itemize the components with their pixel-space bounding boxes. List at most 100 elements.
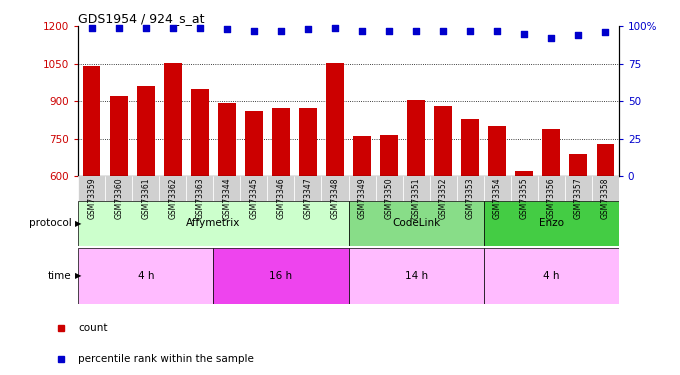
- Text: GSM73361: GSM73361: [141, 177, 150, 219]
- Text: CodeLink: CodeLink: [392, 218, 440, 228]
- Point: [222, 26, 233, 32]
- Text: 4 h: 4 h: [543, 271, 560, 280]
- Text: GSM73357: GSM73357: [574, 177, 583, 219]
- Point: [194, 25, 205, 31]
- Text: count: count: [78, 323, 107, 333]
- Bar: [218, 102, 236, 176]
- Text: 16 h: 16 h: [269, 271, 292, 280]
- Bar: [294, 176, 322, 201]
- Bar: [457, 176, 483, 201]
- Bar: [483, 248, 619, 304]
- Text: protocol: protocol: [29, 218, 71, 228]
- Text: GSM73352: GSM73352: [439, 177, 447, 219]
- Text: GSM73350: GSM73350: [385, 177, 394, 219]
- Point: [573, 32, 583, 38]
- Point: [114, 25, 124, 31]
- Point: [492, 28, 503, 34]
- Bar: [137, 86, 154, 176]
- Text: GDS1954 / 924_s_at: GDS1954 / 924_s_at: [78, 12, 205, 25]
- Bar: [159, 176, 186, 201]
- Point: [438, 28, 449, 34]
- Bar: [592, 176, 619, 201]
- Point: [275, 28, 286, 34]
- Bar: [322, 176, 348, 201]
- Text: GSM73349: GSM73349: [358, 177, 367, 219]
- Bar: [214, 176, 241, 201]
- Bar: [132, 176, 159, 201]
- Point: [330, 25, 341, 31]
- Text: ▶: ▶: [75, 219, 82, 228]
- Bar: [435, 106, 452, 176]
- Bar: [511, 176, 538, 201]
- Text: GSM73351: GSM73351: [411, 177, 420, 219]
- Point: [248, 28, 259, 34]
- Bar: [564, 176, 592, 201]
- Bar: [380, 135, 398, 176]
- Text: GSM73354: GSM73354: [493, 177, 502, 219]
- Text: ▶: ▶: [75, 271, 82, 280]
- Bar: [375, 176, 403, 201]
- Text: GSM73363: GSM73363: [195, 177, 204, 219]
- Point: [140, 25, 151, 31]
- Bar: [461, 119, 479, 176]
- Text: 4 h: 4 h: [137, 271, 154, 280]
- Text: GSM73360: GSM73360: [114, 177, 123, 219]
- Point: [384, 28, 394, 34]
- Point: [303, 26, 313, 32]
- Point: [167, 25, 178, 31]
- Text: GSM73344: GSM73344: [222, 177, 231, 219]
- Bar: [515, 171, 533, 176]
- Text: GSM73353: GSM73353: [466, 177, 475, 219]
- Bar: [348, 201, 483, 246]
- Bar: [214, 248, 348, 304]
- Bar: [488, 126, 506, 176]
- Text: percentile rank within the sample: percentile rank within the sample: [78, 354, 254, 364]
- Text: Enzo: Enzo: [539, 218, 564, 228]
- Point: [546, 35, 557, 41]
- Bar: [83, 66, 101, 176]
- Bar: [191, 89, 209, 176]
- Text: 14 h: 14 h: [405, 271, 428, 280]
- Bar: [164, 63, 182, 176]
- Text: GSM73345: GSM73345: [250, 177, 258, 219]
- Bar: [403, 176, 430, 201]
- Text: GSM73347: GSM73347: [303, 177, 312, 219]
- Bar: [110, 96, 128, 176]
- Bar: [326, 63, 344, 176]
- Text: GSM73359: GSM73359: [87, 177, 96, 219]
- Bar: [267, 176, 294, 201]
- Bar: [353, 136, 371, 176]
- Text: GSM73346: GSM73346: [277, 177, 286, 219]
- Text: GSM73362: GSM73362: [169, 177, 177, 219]
- Point: [464, 28, 475, 34]
- Bar: [299, 108, 317, 176]
- Bar: [78, 248, 214, 304]
- Bar: [596, 144, 614, 176]
- Bar: [348, 248, 483, 304]
- Point: [356, 28, 367, 34]
- Bar: [186, 176, 214, 201]
- Text: GSM73348: GSM73348: [330, 177, 339, 219]
- Bar: [241, 176, 267, 201]
- Bar: [483, 201, 619, 246]
- Bar: [78, 201, 348, 246]
- Point: [411, 28, 422, 34]
- Text: time: time: [48, 271, 71, 280]
- Point: [600, 29, 611, 35]
- Bar: [543, 129, 560, 176]
- Bar: [348, 176, 375, 201]
- Bar: [245, 111, 262, 176]
- Bar: [272, 108, 290, 176]
- Bar: [78, 176, 105, 201]
- Bar: [105, 176, 132, 201]
- Text: Affymetrix: Affymetrix: [186, 218, 241, 228]
- Bar: [538, 176, 564, 201]
- Bar: [407, 100, 425, 176]
- Bar: [483, 176, 511, 201]
- Bar: [430, 176, 457, 201]
- Point: [86, 25, 97, 31]
- Bar: [569, 154, 587, 176]
- Text: GSM73355: GSM73355: [520, 177, 528, 219]
- Point: [519, 31, 530, 37]
- Text: GSM73356: GSM73356: [547, 177, 556, 219]
